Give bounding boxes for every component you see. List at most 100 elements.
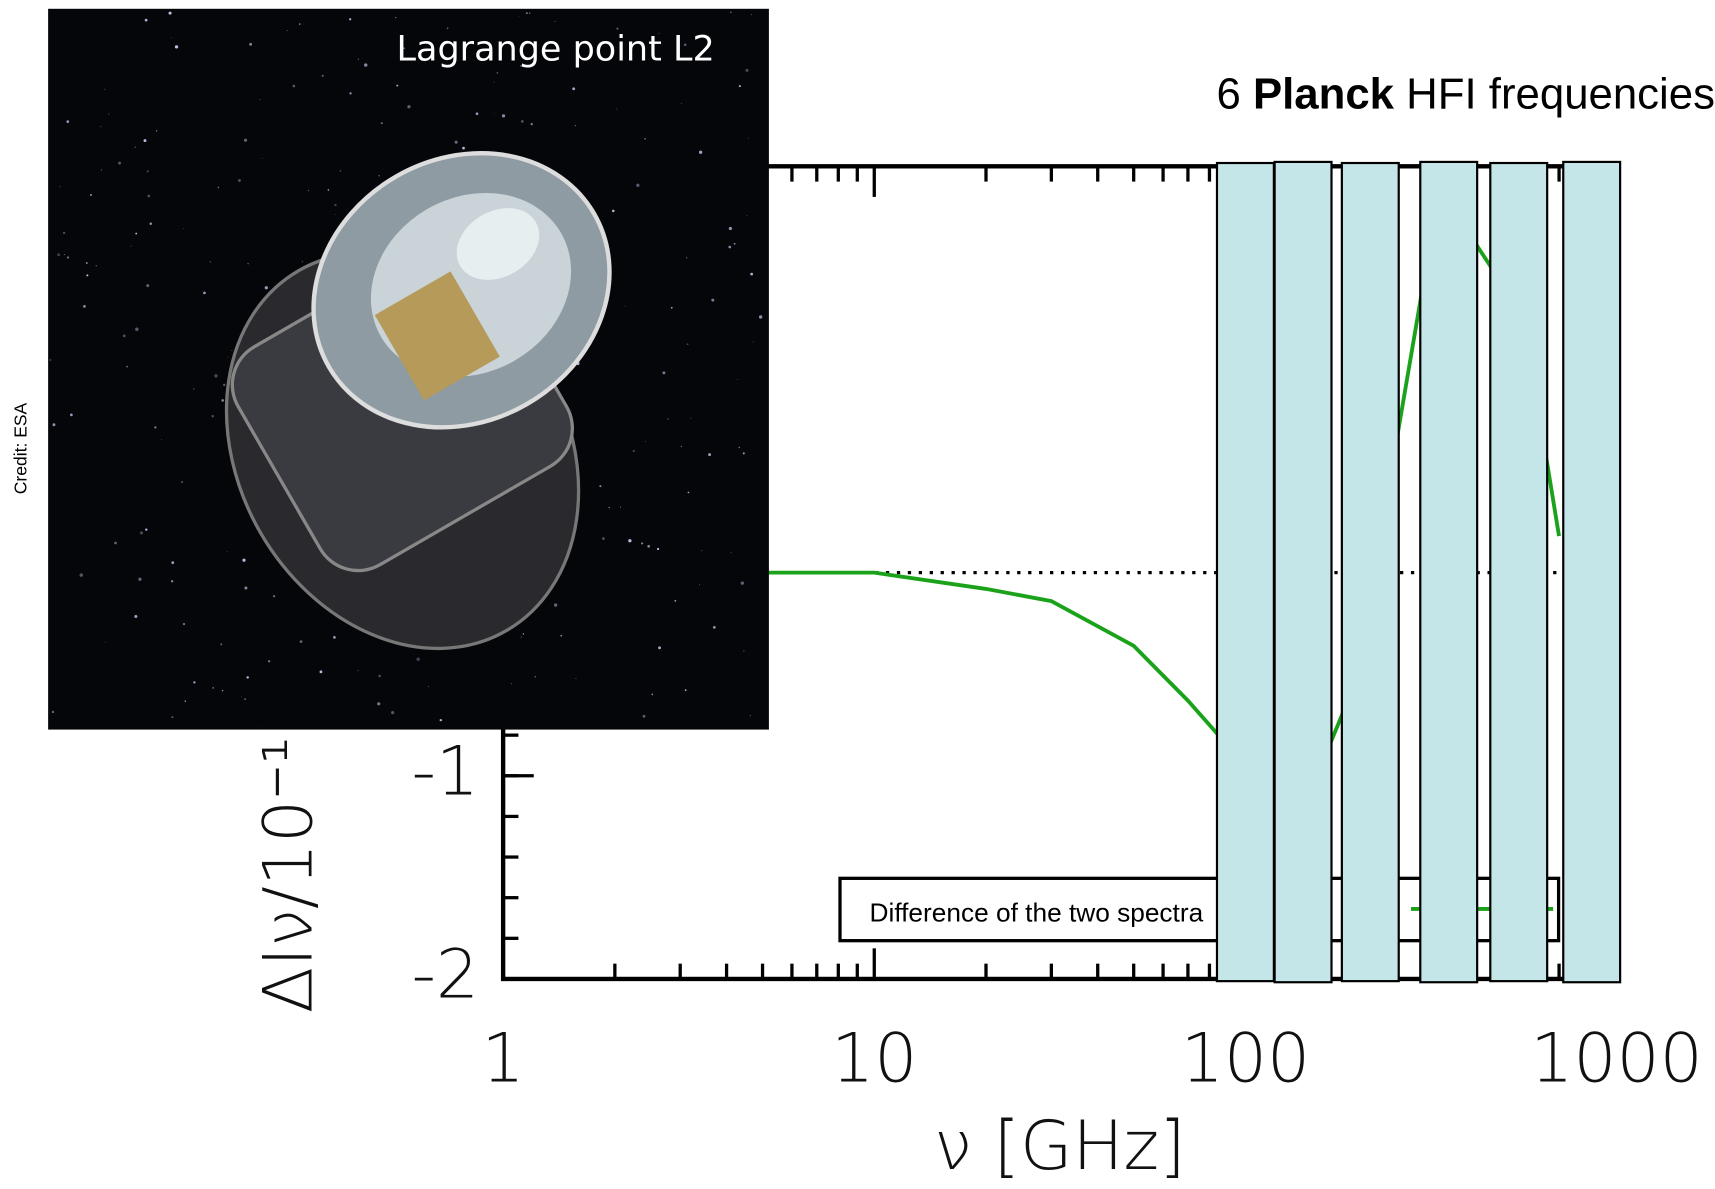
star (745, 69, 748, 72)
star (193, 388, 195, 390)
star (377, 702, 380, 705)
star (671, 307, 673, 309)
star (662, 371, 665, 374)
star (322, 75, 324, 77)
star (64, 254, 65, 255)
star (494, 82, 495, 83)
star (681, 103, 682, 104)
star (246, 676, 248, 678)
star (260, 99, 261, 100)
star (734, 243, 736, 245)
star (602, 537, 605, 540)
frequency-band (1420, 162, 1477, 982)
star (320, 670, 323, 673)
star (114, 542, 117, 545)
star (349, 92, 351, 94)
star (658, 646, 661, 649)
star (358, 59, 359, 60)
photo: Lagrange point L2 (48, 9, 769, 730)
star (643, 715, 646, 718)
star (364, 63, 367, 66)
star (428, 686, 429, 687)
star (731, 552, 732, 553)
star (265, 286, 268, 289)
star (175, 45, 178, 48)
star (135, 233, 137, 235)
star (154, 426, 156, 428)
star (212, 687, 214, 689)
star (750, 273, 753, 276)
star (688, 492, 690, 494)
star (227, 551, 228, 552)
star (80, 573, 83, 576)
star (526, 12, 528, 14)
star (171, 561, 174, 564)
star (138, 578, 141, 581)
star (262, 158, 263, 159)
x-tick-label: 10 (831, 1019, 917, 1098)
star (221, 399, 224, 402)
star (502, 114, 505, 117)
star (171, 580, 173, 582)
star (328, 189, 330, 191)
credit: Credit: ESA (11, 402, 31, 494)
star (86, 274, 88, 276)
star (171, 37, 172, 38)
star (699, 584, 700, 585)
star (699, 151, 702, 154)
star (396, 85, 398, 87)
star (238, 179, 241, 182)
star (612, 210, 615, 213)
frequency-band (1563, 162, 1620, 982)
star (357, 670, 358, 671)
star (667, 418, 668, 419)
star (156, 130, 157, 131)
star (52, 711, 54, 713)
star (746, 215, 747, 216)
star (241, 696, 242, 697)
frequency-band (1342, 163, 1399, 981)
star (554, 603, 557, 606)
star (713, 626, 716, 629)
star (228, 357, 229, 358)
star (126, 366, 128, 368)
star (53, 423, 56, 426)
star (701, 550, 702, 551)
star (739, 85, 741, 87)
star (641, 542, 643, 544)
star (575, 125, 576, 126)
y-axis-label: ΔIν/10⁻¹ (249, 737, 328, 1013)
star (728, 246, 731, 249)
star (147, 170, 149, 172)
star (686, 257, 687, 258)
star (395, 17, 396, 18)
star (100, 126, 101, 127)
star (181, 481, 182, 482)
star (407, 105, 410, 108)
star (49, 359, 51, 361)
star (231, 350, 232, 351)
star (708, 453, 711, 456)
star (268, 660, 270, 662)
star (535, 676, 536, 677)
frequency-band (1217, 163, 1274, 981)
star (334, 204, 336, 206)
star (222, 690, 223, 691)
x-tick-label: 1 (482, 1019, 525, 1098)
star (287, 30, 288, 31)
star (104, 89, 105, 90)
star (625, 306, 626, 307)
star (743, 650, 744, 651)
star (628, 539, 631, 542)
heading-name: Planck (1253, 69, 1395, 118)
star (657, 548, 659, 550)
star (620, 507, 621, 508)
star (134, 615, 137, 618)
star (633, 450, 635, 452)
star (737, 379, 738, 380)
heading-rest: HFI frequencies (1406, 69, 1715, 118)
star (96, 265, 97, 266)
star (674, 600, 676, 602)
star (203, 292, 206, 295)
star (183, 228, 184, 229)
